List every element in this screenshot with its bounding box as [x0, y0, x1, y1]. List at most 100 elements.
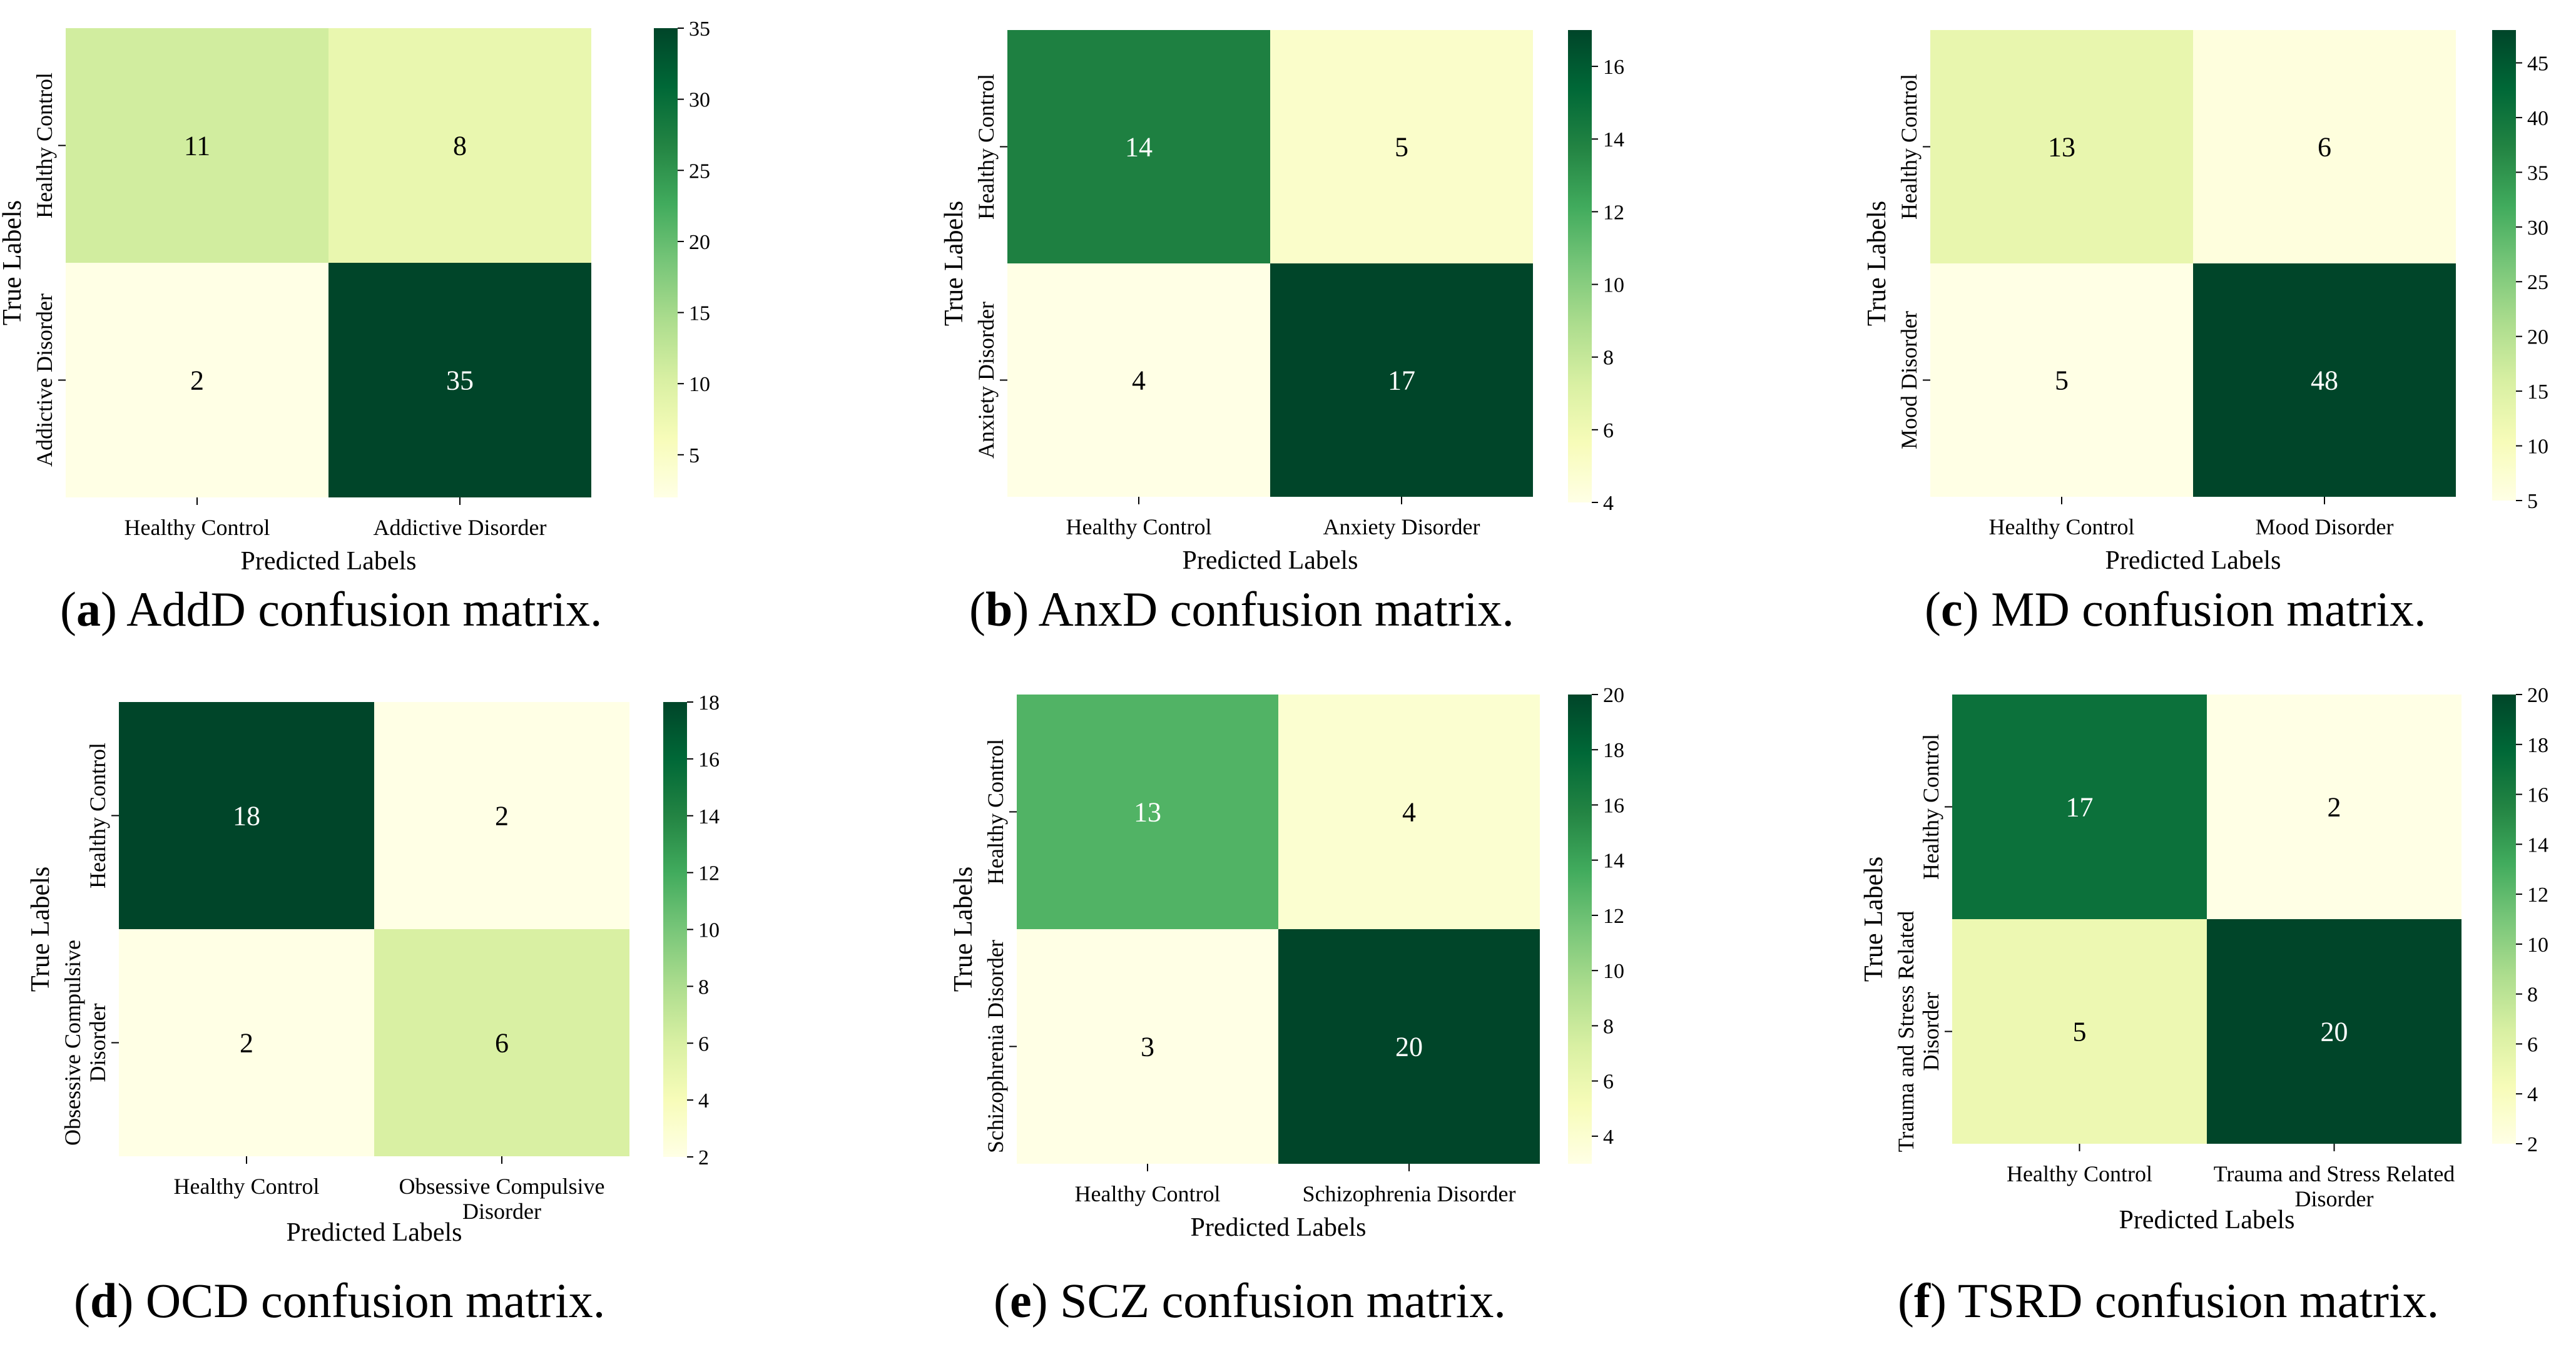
x-tick-label: Obsessive Compulsive: [399, 1174, 605, 1199]
y-tick-label: Healthy Control: [1896, 74, 1922, 220]
heatmap-cell: [1278, 695, 1540, 929]
colorbar-tick-label: 10: [1603, 960, 1624, 983]
x-tick-label: Disorder: [2295, 1186, 2374, 1211]
y-axis-title: True Labels: [0, 200, 27, 325]
caption-letter: b: [985, 582, 1012, 636]
heatmap-cell: [1278, 929, 1540, 1164]
heatmap-cell: [1270, 263, 1533, 497]
y-tick-label: Healthy Control: [32, 73, 57, 218]
heatmap-cell: [1270, 30, 1533, 263]
y-axis-title: True Labels: [949, 867, 978, 992]
colorbar-tick-label: 18: [698, 691, 720, 715]
colorbar-tick-label: 20: [689, 231, 710, 254]
heatmap-cell: [119, 702, 374, 929]
panel-caption: (d) OCD confusion matrix.: [74, 1273, 605, 1328]
panel-caption: (c) MD confusion matrix.: [1925, 582, 2426, 636]
colorbar-tick-label: 18: [2527, 734, 2548, 757]
cell-value: 4: [1402, 797, 1416, 828]
cell-value: 18: [233, 801, 260, 832]
x-tick-label: Schizophrenia Disorder: [1303, 1181, 1516, 1206]
x-axis-title: Predicted Labels: [2105, 546, 2281, 575]
y-tick-label: Trauma and Stress Related: [1893, 911, 1918, 1153]
colorbar-tick-label: 8: [1603, 1015, 1614, 1038]
colorbar-tick-label: 8: [1603, 347, 1614, 370]
heatmap-cell: [119, 929, 374, 1156]
x-tick-label: Disorder: [462, 1199, 541, 1224]
cell-value: 8: [453, 131, 467, 161]
cell-value: 48: [2311, 365, 2338, 396]
caption-text: ) MD confusion matrix.: [1963, 582, 2426, 636]
caption-letter: f: [1914, 1273, 1931, 1328]
colorbar-tick-label: 10: [2527, 934, 2548, 957]
cell-value: 35: [446, 365, 474, 396]
colorbar: [2492, 30, 2516, 501]
caption-paren: (: [74, 1273, 90, 1328]
colorbar-tick-label: 16: [698, 748, 720, 771]
colorbar-tick-label: 12: [2527, 883, 2548, 907]
heatmap-cell: [66, 263, 328, 497]
colorbar-tick-label: 18: [1603, 739, 1624, 762]
heatmap-cell: [1952, 919, 2207, 1144]
colorbar-tick-label: 14: [2527, 833, 2548, 857]
colorbar-tick-label: 12: [698, 862, 720, 885]
heatmap-cell: [328, 28, 591, 263]
panel-c: 13 6 5 48 Healthy Control Mood Disorder Health…: [1863, 30, 2548, 636]
heatmap-cell: [66, 28, 328, 263]
caption-text: ) AnxD confusion matrix.: [1012, 582, 1514, 636]
colorbar: [1568, 695, 1592, 1164]
caption-text: ) OCD confusion matrix.: [117, 1273, 605, 1328]
colorbar-tick-label: 6: [1603, 1071, 1614, 1094]
cell-value: 20: [1395, 1032, 1423, 1062]
cell-value: 3: [1141, 1032, 1154, 1062]
panel-caption: (a) AddD confusion matrix.: [60, 582, 603, 636]
x-tick-label: Addictive Disorder: [374, 515, 547, 540]
cell-value: 2: [190, 365, 204, 396]
y-axis-title: True Labels: [940, 201, 969, 326]
colorbar-tick-label: 35: [2527, 161, 2548, 185]
y-tick-label: Obsessive Compulsive: [60, 940, 85, 1146]
colorbar-tick-label: 4: [2527, 1083, 2538, 1106]
panel-e: 13 4 3 20 Healthy Control Schizophrenia Disor…: [949, 684, 1624, 1328]
cell-value: 5: [2073, 1017, 2087, 1047]
heatmap-cell: [1952, 695, 2207, 919]
cell-value: 13: [1134, 797, 1161, 828]
colorbar-tick-label: 4: [1603, 1126, 1614, 1149]
heatmap-cell: [1930, 263, 2193, 497]
colorbar-tick-label: 20: [2527, 684, 2548, 707]
cell-value: 4: [1132, 365, 1146, 396]
colorbar: [2492, 695, 2516, 1144]
cell-value: 13: [2048, 132, 2075, 163]
caption-letter: d: [90, 1273, 117, 1328]
caption-paren: (: [1925, 582, 1941, 636]
cell-value: 2: [495, 801, 509, 832]
caption-letter: c: [1941, 582, 1963, 636]
heatmap-cell: [2207, 695, 2461, 919]
colorbar-tick-label: 30: [2527, 216, 2548, 240]
colorbar-tick-label: 12: [1603, 201, 1624, 224]
y-tick-label: Mood Disorder: [1896, 311, 1922, 449]
colorbar-tick-label: 16: [2527, 784, 2548, 807]
x-tick-label: Healthy Control: [174, 1174, 320, 1199]
caption-paren: (: [969, 582, 985, 636]
colorbar-tick-label: 30: [689, 89, 710, 112]
heatmap-cell: [1930, 30, 2193, 263]
caption-text: ) SCZ confusion matrix.: [1032, 1273, 1506, 1328]
colorbar-tick-label: 4: [698, 1089, 709, 1112]
colorbar-tick-label: 5: [2527, 490, 2538, 513]
colorbar-tick-label: 10: [698, 919, 720, 942]
colorbar-tick-label: 35: [689, 18, 710, 41]
y-axis-title: True Labels: [26, 867, 55, 992]
heatmap-cell: [1007, 30, 1270, 263]
y-tick-label: Healthy Control: [85, 743, 110, 888]
colorbar-tick-label: 6: [1603, 419, 1614, 442]
heatmap-cell: [1017, 695, 1278, 929]
colorbar-tick-label: 14: [698, 805, 720, 828]
x-tick-label: Healthy Control: [1066, 514, 1212, 539]
colorbar-tick-label: 14: [1603, 850, 1624, 873]
colorbar: [1568, 30, 1592, 502]
heatmap-cell: [1007, 263, 1270, 497]
y-tick-label: Disorder: [1918, 992, 1943, 1071]
panel-f: 17 2 5 20 Healthy Control Trauma and Stress R…: [1860, 684, 2548, 1328]
colorbar-tick-label: 2: [2527, 1133, 2538, 1156]
colorbar-tick-label: 45: [2527, 52, 2548, 75]
